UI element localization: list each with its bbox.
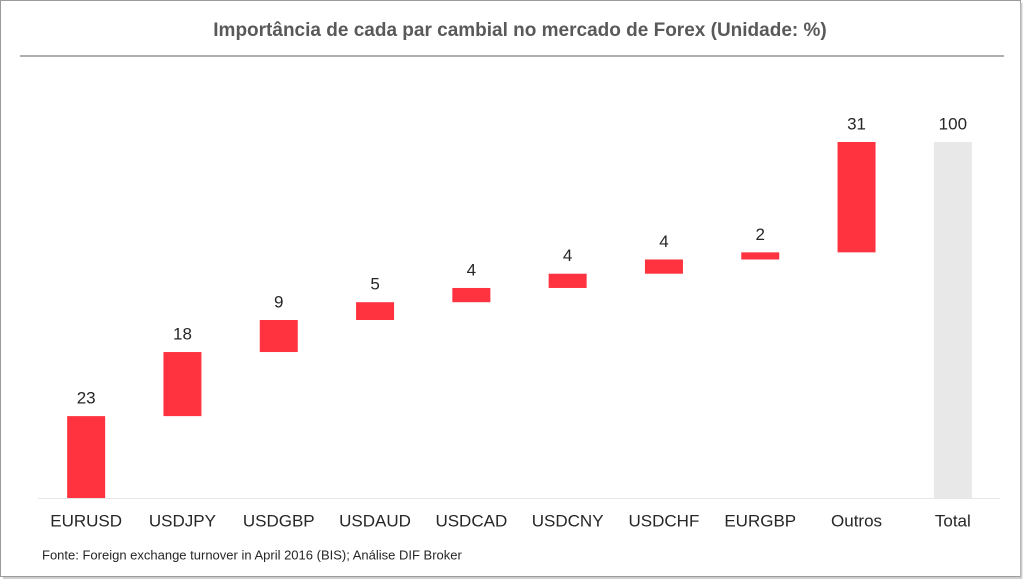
bar xyxy=(67,416,106,498)
bar xyxy=(452,287,491,303)
source-note: Fonte: Foreign exchange turnover in Apri… xyxy=(42,547,462,562)
x-tick-label: USDCHF xyxy=(629,511,700,530)
x-tick-label: USDGBP xyxy=(243,511,315,530)
value-label: 31 xyxy=(847,114,866,133)
value-label: 4 xyxy=(659,232,668,251)
bar xyxy=(548,273,587,288)
value-label: 2 xyxy=(756,225,765,244)
bar xyxy=(644,259,683,274)
value-label: 4 xyxy=(467,260,476,279)
bar xyxy=(837,142,876,253)
chart-title: Importância de cada par cambial no merca… xyxy=(213,20,826,41)
bar xyxy=(259,320,298,353)
x-tick-label: EURUSD xyxy=(50,511,122,530)
value-label: 18 xyxy=(173,325,192,344)
bar xyxy=(741,252,780,260)
total-bar xyxy=(933,142,972,498)
value-label: 4 xyxy=(563,246,572,265)
bar xyxy=(356,302,395,320)
x-tick-label: USDJPY xyxy=(149,511,216,530)
bar xyxy=(163,352,202,417)
value-label: 23 xyxy=(77,389,96,408)
value-label: 100 xyxy=(939,114,967,133)
x-tick-label: Total xyxy=(935,511,971,530)
x-tick-label: EURGBP xyxy=(724,511,796,530)
value-label: 5 xyxy=(370,275,379,294)
value-label: 9 xyxy=(274,292,283,311)
x-tick-label: USDCNY xyxy=(532,511,604,530)
x-tick-label: USDAUD xyxy=(339,511,411,530)
x-tick-label: Outros xyxy=(831,511,882,530)
x-tick-label: USDCAD xyxy=(435,511,507,530)
